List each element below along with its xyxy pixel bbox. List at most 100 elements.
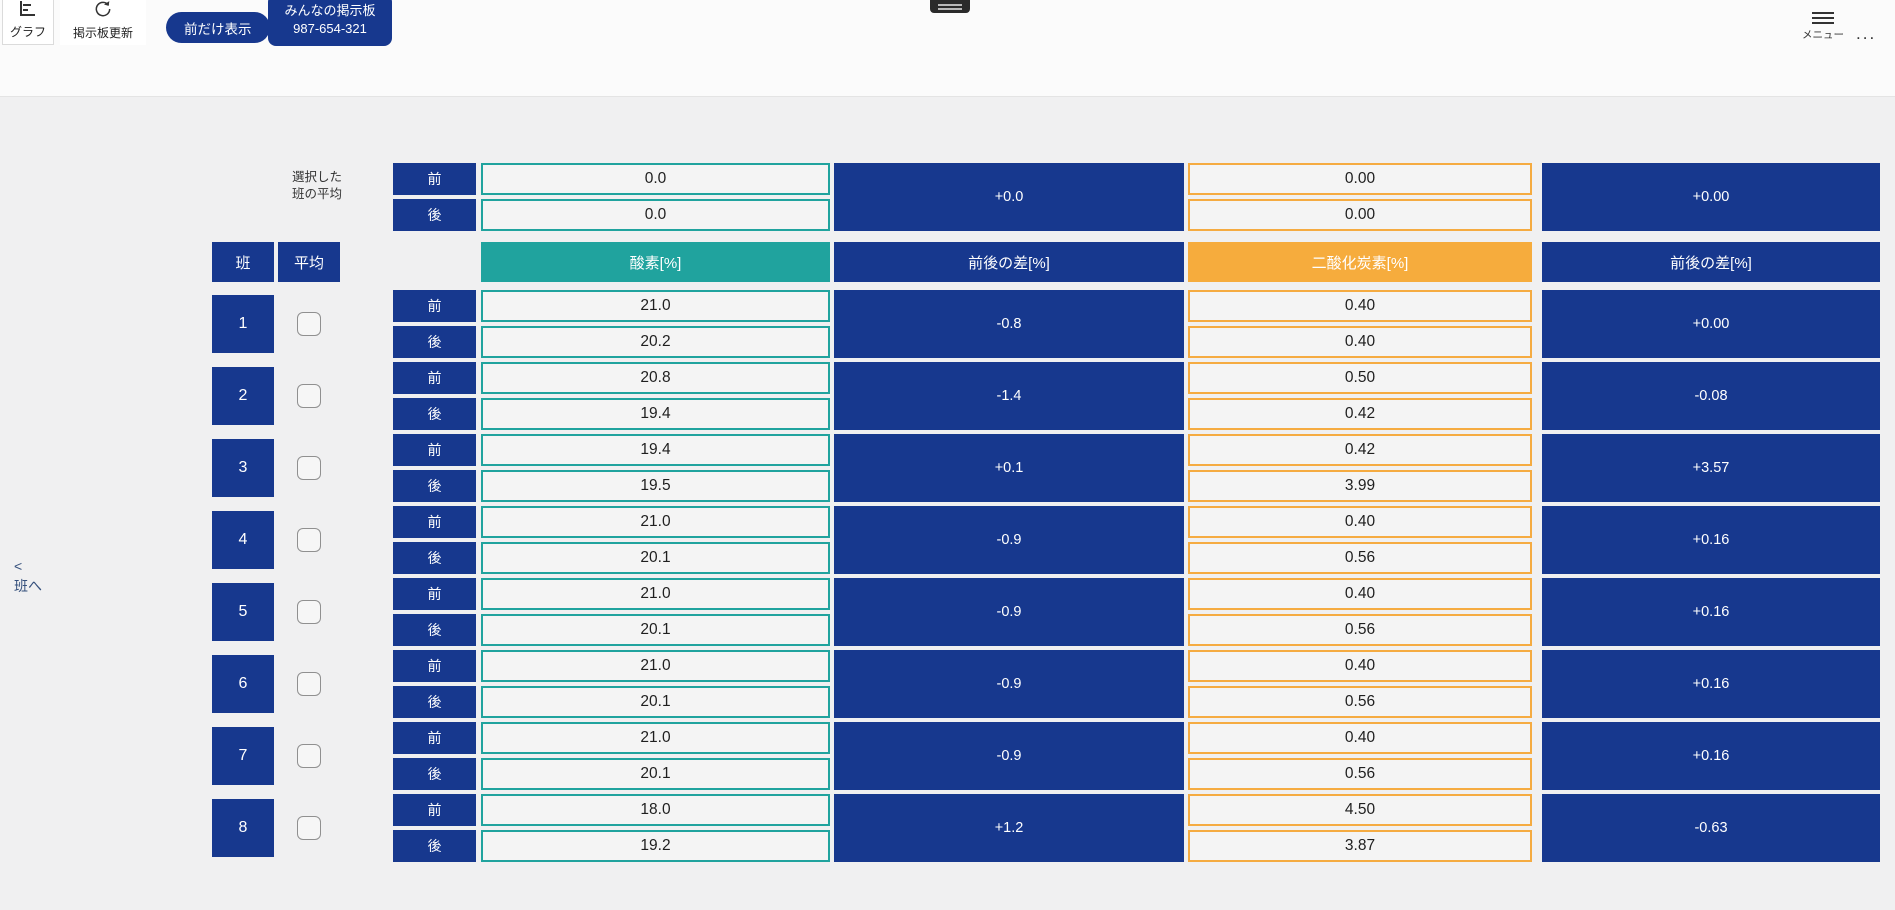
group-select-checkbox[interactable] bbox=[297, 384, 321, 408]
measurement-table: 選択した 班の平均 前 0.0 後 0.0 +0.0 0.00 0.00 +0.… bbox=[212, 163, 1880, 873]
avg-o2-before-value: 0.0 bbox=[481, 163, 830, 195]
group-column-header: 班 bbox=[212, 242, 274, 282]
everyones-board-title: みんなの掲示板 bbox=[284, 3, 376, 18]
back-to-groups-label: 班へ bbox=[14, 578, 42, 594]
before-label: 前 bbox=[393, 290, 476, 322]
co2-before-value[interactable]: 0.40 bbox=[1188, 650, 1532, 682]
before-label: 前 bbox=[393, 506, 476, 538]
co2-before-value[interactable]: 4.50 bbox=[1188, 794, 1532, 826]
o2-before-value[interactable]: 21.0 bbox=[481, 506, 830, 538]
co2-before-value[interactable]: 0.50 bbox=[1188, 362, 1532, 394]
menu-button[interactable]: メニュー bbox=[1800, 9, 1846, 42]
group-select-checkbox[interactable] bbox=[297, 456, 321, 480]
board-refresh-button[interactable]: 掲示板更新 bbox=[60, 0, 146, 45]
o2-before-value[interactable]: 19.4 bbox=[481, 434, 830, 466]
before-label: 前 bbox=[393, 722, 476, 754]
group-select-checkbox[interactable] bbox=[297, 816, 321, 840]
co2-after-value[interactable]: 0.56 bbox=[1188, 542, 1532, 574]
group-select-checkbox[interactable] bbox=[297, 528, 321, 552]
o2-before-value[interactable]: 18.0 bbox=[481, 794, 830, 826]
group-row: 2 前 20.8 後 19.4 -1.4 0.50 0.42 -0.08 bbox=[212, 362, 1880, 430]
avg-co2-before-value: 0.00 bbox=[1188, 163, 1532, 195]
group-select-checkbox[interactable] bbox=[297, 672, 321, 696]
co2-after-value[interactable]: 0.40 bbox=[1188, 326, 1532, 358]
o2-after-value[interactable]: 20.1 bbox=[481, 758, 830, 790]
co2-diff-value: +0.16 bbox=[1542, 650, 1880, 718]
o2-after-value[interactable]: 20.1 bbox=[481, 542, 830, 574]
group-number-button[interactable]: 1 bbox=[212, 295, 274, 353]
o2-diff-value: -0.9 bbox=[834, 506, 1184, 574]
co2-before-value[interactable]: 0.40 bbox=[1188, 506, 1532, 538]
group-number-button[interactable]: 5 bbox=[212, 583, 274, 641]
group-number-button[interactable]: 8 bbox=[212, 799, 274, 857]
group-row: 1 前 21.0 後 20.2 -0.8 0.40 0.40 +0.00 bbox=[212, 290, 1880, 358]
co2-after-value[interactable]: 3.99 bbox=[1188, 470, 1532, 502]
group-select-checkbox[interactable] bbox=[297, 600, 321, 624]
o2-after-value[interactable]: 19.2 bbox=[481, 830, 830, 862]
avg-o2-diff-value: +0.0 bbox=[834, 163, 1184, 231]
top-toolbar: グラフ 掲示板更新 前だけ表示 みんなの掲示板 987-654-321 メニュー… bbox=[0, 0, 1895, 97]
show-before-only-button[interactable]: 前だけ表示 bbox=[166, 12, 270, 43]
hamburger-icon bbox=[1800, 12, 1846, 24]
everyones-board-code: 987-654-321 bbox=[293, 21, 367, 36]
co2-diff-value: +0.00 bbox=[1542, 290, 1880, 358]
o2-after-value[interactable]: 20.1 bbox=[481, 614, 830, 646]
co2-after-value[interactable]: 0.56 bbox=[1188, 614, 1532, 646]
group-row: 3 前 19.4 後 19.5 +0.1 0.42 3.99 +3.57 bbox=[212, 434, 1880, 502]
group-number-button[interactable]: 7 bbox=[212, 727, 274, 785]
o2-before-value[interactable]: 20.8 bbox=[481, 362, 830, 394]
co2-after-value[interactable]: 0.42 bbox=[1188, 398, 1532, 430]
o2-diff-value: -0.9 bbox=[834, 578, 1184, 646]
co2-after-value[interactable]: 0.56 bbox=[1188, 686, 1532, 718]
o2-diff-value: -0.9 bbox=[834, 722, 1184, 790]
oxygen-column-header: 酸素[%] bbox=[481, 242, 830, 282]
group-row: 4 前 21.0 後 20.1 -0.9 0.40 0.56 +0.16 bbox=[212, 506, 1880, 574]
after-label: 後 bbox=[393, 470, 476, 502]
co2-diff-value: +0.16 bbox=[1542, 578, 1880, 646]
co2-diff-column-header: 前後の差[%] bbox=[1542, 242, 1880, 282]
after-label: 後 bbox=[393, 686, 476, 718]
before-label: 前 bbox=[393, 578, 476, 610]
o2-before-value[interactable]: 21.0 bbox=[481, 650, 830, 682]
after-label: 後 bbox=[393, 830, 476, 862]
menu-button-label: メニュー bbox=[1802, 29, 1844, 41]
o2-after-value[interactable]: 20.2 bbox=[481, 326, 830, 358]
o2-before-value[interactable]: 21.0 bbox=[481, 290, 830, 322]
group-number-button[interactable]: 6 bbox=[212, 655, 274, 713]
o2-after-value[interactable]: 19.4 bbox=[481, 398, 830, 430]
co2-before-value[interactable]: 0.40 bbox=[1188, 722, 1532, 754]
o2-diff-value: -1.4 bbox=[834, 362, 1184, 430]
group-select-checkbox[interactable] bbox=[297, 312, 321, 336]
everyones-board-button[interactable]: みんなの掲示板 987-654-321 bbox=[268, 0, 392, 46]
more-options-button[interactable]: ... bbox=[1856, 24, 1876, 44]
co2-after-value[interactable]: 0.56 bbox=[1188, 758, 1532, 790]
o2-after-value[interactable]: 19.5 bbox=[481, 470, 830, 502]
co2-before-value[interactable]: 0.40 bbox=[1188, 578, 1532, 610]
o2-after-value[interactable]: 20.1 bbox=[481, 686, 830, 718]
group-number-button[interactable]: 3 bbox=[212, 439, 274, 497]
after-label: 後 bbox=[393, 614, 476, 646]
average-column-header: 平均 bbox=[278, 242, 340, 282]
avg-co2-diff-value: +0.00 bbox=[1542, 163, 1880, 231]
show-before-only-label: 前だけ表示 bbox=[184, 21, 252, 37]
group-row: 7 前 21.0 後 20.1 -0.9 0.40 0.56 +0.16 bbox=[212, 722, 1880, 790]
before-label: 前 bbox=[393, 362, 476, 394]
after-label: 後 bbox=[393, 758, 476, 790]
group-number-button[interactable]: 2 bbox=[212, 367, 274, 425]
group-select-checkbox[interactable] bbox=[297, 744, 321, 768]
co2-before-value[interactable]: 0.42 bbox=[1188, 434, 1532, 466]
graph-button[interactable]: グラフ bbox=[2, 0, 54, 45]
o2-before-value[interactable]: 21.0 bbox=[481, 722, 830, 754]
co2-before-value[interactable]: 0.40 bbox=[1188, 290, 1532, 322]
window-drag-handle[interactable] bbox=[930, 0, 970, 13]
back-to-groups-link[interactable]: < 班へ bbox=[14, 556, 42, 596]
co2-diff-value: +0.16 bbox=[1542, 506, 1880, 574]
avg-co2-after-value: 0.00 bbox=[1188, 199, 1532, 231]
graph-icon bbox=[18, 0, 38, 23]
after-label: 後 bbox=[393, 398, 476, 430]
before-label: 前 bbox=[393, 794, 476, 826]
o2-before-value[interactable]: 21.0 bbox=[481, 578, 830, 610]
co2-after-value[interactable]: 3.87 bbox=[1188, 830, 1532, 862]
co2-diff-value: +3.57 bbox=[1542, 434, 1880, 502]
group-number-button[interactable]: 4 bbox=[212, 511, 274, 569]
